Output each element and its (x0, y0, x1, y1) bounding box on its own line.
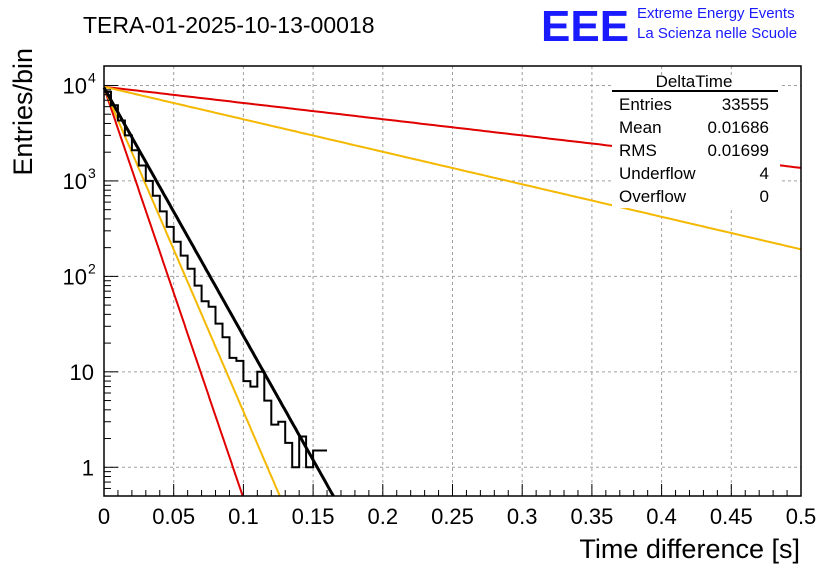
curve-orange-steep (103, 87, 281, 497)
x-tick-label: 0.45 (710, 504, 753, 529)
x-tick-label: 0.1 (228, 504, 259, 529)
stats-overflow-label: Overflow (619, 187, 687, 206)
y-tick-label: 10 (63, 169, 87, 194)
x-tick-label: 0.3 (507, 504, 538, 529)
stats-mean-value: 0.01686 (708, 118, 769, 137)
curve-exponential-fit (102, 86, 335, 497)
stats-overflow-value: 0 (760, 187, 769, 206)
y-tick-label: 10 (70, 360, 94, 385)
stats-box-background (612, 76, 780, 208)
x-tick-label: 0.05 (152, 504, 195, 529)
grid (104, 66, 801, 496)
x-tick-label: 0.25 (431, 504, 474, 529)
org-name-line2: La Scienza nelle Scuole (637, 25, 797, 42)
x-tick-label: 0 (98, 504, 110, 529)
stats-rms-value: 0.01699 (708, 141, 769, 160)
y-tick-label: 10 (63, 264, 87, 289)
stats-rms-label: RMS (619, 141, 657, 160)
x-tick-label: 0.2 (368, 504, 399, 529)
x-tick-label: 0.4 (646, 504, 677, 529)
y-tick-label: 10 (63, 73, 87, 98)
histogram (104, 90, 327, 469)
stats-underflow-label: Underflow (619, 164, 696, 183)
y-tick-exponent: 3 (88, 165, 96, 181)
stats-underflow-value: 4 (760, 164, 769, 183)
histogram-outline (104, 90, 327, 469)
stats-entries-label: Entries (619, 95, 672, 114)
curve-red-steep (103, 87, 244, 497)
chart-title: TERA-01-2025-10-13-00018 (83, 12, 375, 38)
y-tick-exponent: 2 (88, 260, 96, 276)
x-axis-label: Time difference [s] (579, 534, 800, 564)
y-tick-exponent: 4 (88, 69, 96, 85)
x-tick-label: 0.35 (570, 504, 613, 529)
y-axis-label: Entries/bin (8, 48, 38, 176)
y-tick-label: 1 (82, 455, 94, 480)
eee-logo: EEE (541, 2, 629, 51)
stats-box: DeltaTime Entries 33555 Mean 0.01686 RMS… (612, 72, 780, 208)
curve-orange-shallow (103, 85, 802, 251)
stats-entries-value: 33555 (722, 95, 769, 114)
x-tick-label: 0.5 (786, 504, 817, 529)
x-tick-label: 0.15 (292, 504, 335, 529)
curves (102, 85, 802, 497)
x-axis-ticks: 0 0.05 0.1 0.15 0.2 0.25 0.3 0.35 0.4 0.45 0.5 (98, 484, 816, 529)
org-name-line1: Extreme Energy Events (637, 5, 795, 22)
stats-title: DeltaTime (656, 72, 733, 91)
stats-mean-label: Mean (619, 118, 662, 137)
